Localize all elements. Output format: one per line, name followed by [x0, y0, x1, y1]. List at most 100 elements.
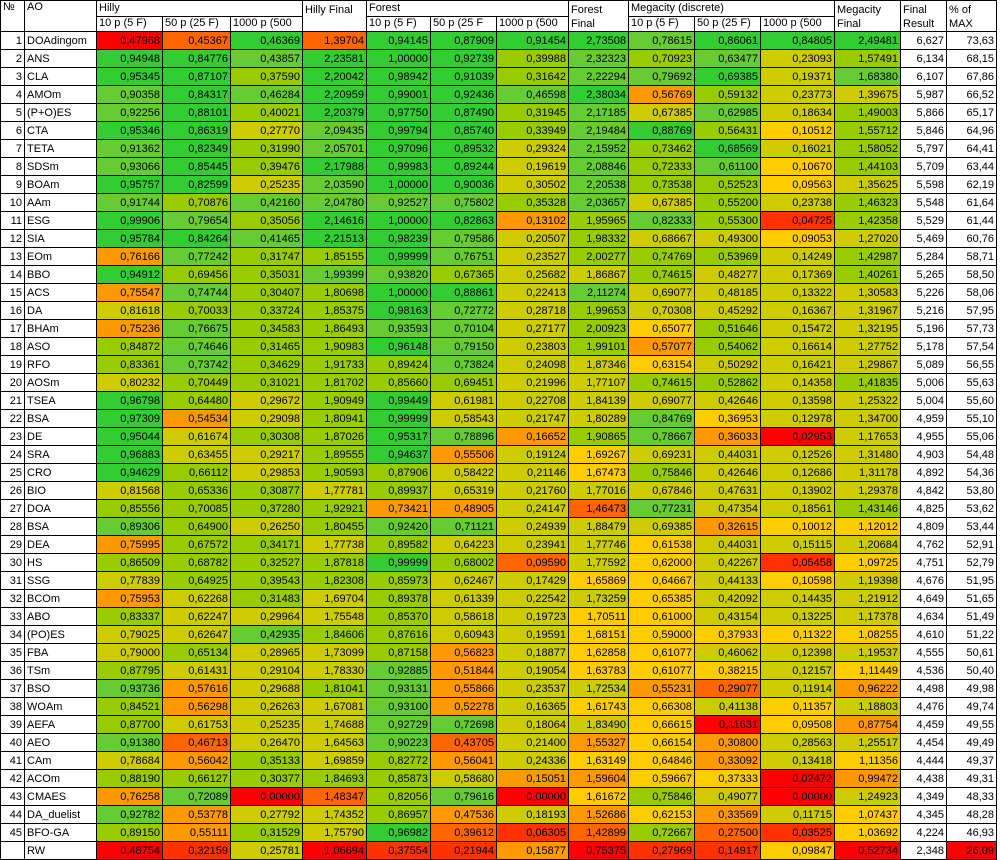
cell-hilly-10: 0,84872	[96, 337, 163, 356]
cell-hilly-final: 2,17988	[302, 157, 367, 176]
cell-forest-50: 0,73824	[430, 355, 497, 374]
cell-hilly-10: 0,47968	[96, 31, 163, 50]
cell-forest-10: 0,99794	[366, 121, 431, 140]
cell-hilly-final: 2,20959	[302, 85, 367, 104]
table-row: 40 AEO 0,91380 0,46713 0,26470 1,64563 0,90223…	[0, 733, 997, 752]
cell-final-result: 5,216	[900, 301, 947, 320]
cell-hilly-1000: 0,30877	[230, 481, 303, 500]
cell-hilly-50: 0,66112	[162, 463, 231, 482]
algorithm-name: ANS	[24, 49, 97, 68]
cell-hilly-final: 1,99399	[302, 265, 367, 284]
cell-forest-1000: 0,15877	[496, 841, 569, 860]
cell-forest-1000: 0,22542	[496, 589, 569, 608]
cell-pct-max: 61,44	[946, 211, 997, 230]
cell-forest-10: 0,92527	[366, 193, 431, 212]
cell-pct-max: 51,49	[946, 607, 997, 626]
cell-pct-max: 64,96	[946, 121, 997, 140]
cell-mega-1000: 0,13598	[760, 391, 835, 410]
cell-forest-50: 0,65319	[430, 481, 497, 500]
cell-mega-10: 0,73538	[628, 175, 695, 194]
cell-mega-50: 0,37333	[694, 769, 761, 788]
cell-hilly-10: 0,92256	[96, 103, 163, 122]
cell-hilly-10: 0,95345	[96, 67, 163, 86]
cell-mega-10: 0,62153	[628, 805, 695, 824]
cell-mega-final: 1,17378	[834, 607, 901, 626]
cell-forest-10: 0,37554	[366, 841, 431, 860]
cell-pct-max: 54,36	[946, 463, 997, 482]
cell-mega-10: 0,64667	[628, 571, 695, 590]
cell-pct-max: 58,06	[946, 283, 997, 302]
cell-mega-50: 0,44031	[694, 445, 761, 464]
cell-mega-10: 0,57077	[628, 337, 695, 356]
algorithm-name: DA	[24, 301, 97, 320]
cell-final-result: 4,959	[900, 409, 947, 428]
cell-hilly-1000: 0,25235	[230, 715, 303, 734]
cell-hilly-final: 1,92921	[302, 499, 367, 518]
cell-mega-1000: 0,13418	[760, 751, 835, 770]
row-number: 6	[0, 121, 25, 140]
cell-mega-10: 0,88769	[628, 121, 695, 140]
cell-hilly-final: 2,21513	[302, 229, 367, 248]
cell-mega-final: 1,40261	[834, 265, 901, 284]
cell-pct-max: 60,76	[946, 229, 997, 248]
cell-forest-50: 0,79150	[430, 337, 497, 356]
row-number: 43	[0, 787, 25, 806]
cell-pct-max: 55,60	[946, 391, 997, 410]
cell-mega-1000: 0,23093	[760, 49, 835, 68]
cell-hilly-10: 0,87700	[96, 715, 163, 734]
cell-hilly-50: 0,45367	[162, 31, 231, 50]
table-row: 14 BBO 0,94912 0,69456 0,35031 1,99399 0,93820…	[0, 265, 997, 284]
cell-forest-50: 0,69451	[430, 373, 497, 392]
cell-forest-final: 2,32323	[568, 49, 629, 68]
cell-hilly-1000: 0,25235	[230, 175, 303, 194]
row-number: 35	[0, 643, 25, 662]
cell-mega-50: 0,42646	[694, 391, 761, 410]
cell-forest-10: 0,85370	[366, 607, 431, 626]
cell-hilly-10: 0,91744	[96, 193, 163, 212]
cell-hilly-10: 0,97309	[96, 409, 163, 428]
cell-hilly-50: 0,76675	[162, 319, 231, 338]
row-number: 9	[0, 175, 25, 194]
cell-final-result: 4,459	[900, 715, 947, 734]
cell-forest-1000: 0,23941	[496, 535, 569, 554]
cell-final-result: 6,107	[900, 67, 947, 86]
cell-forest-final: 1,73259	[568, 589, 629, 608]
cell-forest-10: 0,86957	[366, 805, 431, 824]
cell-hilly-50: 0,82599	[162, 175, 231, 194]
cell-forest-50: 0,61339	[430, 589, 497, 608]
cell-forest-final: 2,17185	[568, 103, 629, 122]
cell-mega-10: 0,75846	[628, 463, 695, 482]
algorithm-name: BHAm	[24, 319, 97, 338]
cell-mega-50: 0,14917	[694, 841, 761, 860]
cell-pct-max: 65,17	[946, 103, 997, 122]
cell-forest-final: 2,11274	[568, 283, 629, 302]
cell-pct-max: 53,62	[946, 499, 997, 518]
table-row: 3 CLA 0,95345 0,87107 0,37590 2,20042 0,98942 0…	[0, 67, 997, 86]
cell-forest-10: 0,89424	[366, 355, 431, 374]
table-row: 31 SSG 0,77839 0,64925 0,39543 1,82308 0,85973…	[0, 571, 997, 590]
cell-forest-1000: 0,33949	[496, 121, 569, 140]
row-number: 5	[0, 103, 25, 122]
cell-pct-max: 55,63	[946, 373, 997, 392]
cell-hilly-50: 0,65336	[162, 481, 231, 500]
table-row: 27 DOA 0,85556 0,70085 0,37280 1,92921 0,73421…	[0, 499, 997, 518]
cell-mega-final: 2,49481	[834, 31, 901, 50]
cell-forest-50: 0,43705	[430, 733, 497, 752]
cell-mega-10: 0,69385	[628, 517, 695, 536]
cell-mega-1000: 0,09847	[760, 841, 835, 860]
cell-hilly-10: 0,48754	[96, 841, 163, 860]
algorithm-name: SIA	[24, 229, 97, 248]
table-row: 23 DE 0,95044 0,61674 0,30308 1,87026 0,95317 0…	[0, 427, 997, 446]
cell-hilly-1000: 0,31021	[230, 373, 303, 392]
cell-pct-max: 51,65	[946, 589, 997, 608]
row-number: 39	[0, 715, 25, 734]
cell-mega-10: 0,68667	[628, 229, 695, 248]
cell-hilly-1000: 0,32527	[230, 553, 303, 572]
cell-mega-10: 0,79692	[628, 67, 695, 86]
cell-mega-final: 1,19398	[834, 571, 901, 590]
cell-hilly-1000: 0,37590	[230, 67, 303, 86]
row-number: 16	[0, 301, 25, 320]
header-megacity-final: Megacity Final	[834, 0, 901, 32]
cell-hilly-final: 1,75548	[302, 607, 367, 626]
cell-mega-final: 1,44103	[834, 157, 901, 176]
